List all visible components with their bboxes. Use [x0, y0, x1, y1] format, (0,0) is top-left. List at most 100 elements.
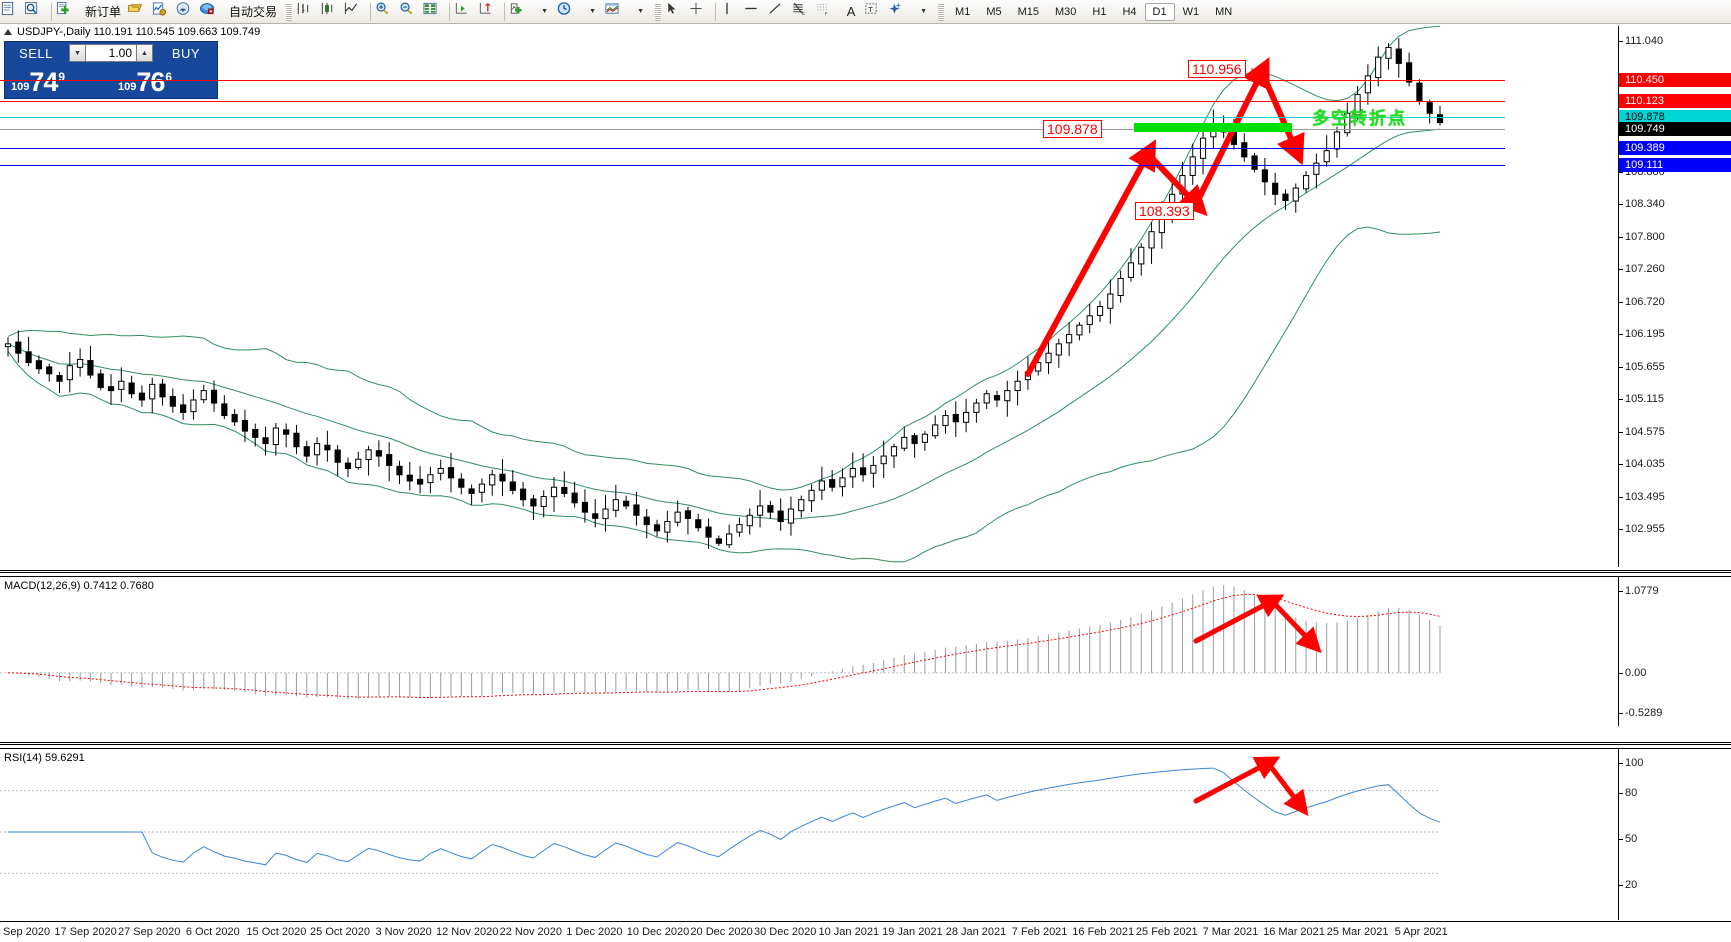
time-tick: 25 Mar 2021: [1326, 926, 1389, 938]
rsi-label: RSI(14) 59.6291: [4, 752, 85, 764]
rsi-plot-area[interactable]: [0, 749, 1618, 920]
rsi-axis[interactable]: 100 80 50 20: [1618, 749, 1731, 920]
price-badge-110123[interactable]: 110.123: [1619, 94, 1731, 108]
hline-109878[interactable]: [0, 117, 1505, 118]
data-window-icon[interactable]: [422, 1, 446, 23]
line-chart-icon[interactable]: [343, 1, 367, 23]
time-tick: 28 Jan 2021: [945, 926, 1007, 938]
new-order-label[interactable]: 新订单: [85, 5, 122, 19]
chevron-down-icon-3[interactable]: ▼: [637, 8, 644, 15]
toolbar-grip-2[interactable]: [655, 2, 662, 21]
price-badge-109749[interactable]: 109.749: [1619, 122, 1731, 136]
price-chart-svg: [4, 25, 1444, 563]
macd-axis[interactable]: 1.0779 0.00 -0.5289: [1618, 577, 1731, 726]
price-badge-109389[interactable]: 109.389: [1619, 141, 1731, 155]
volume-increment-button[interactable]: ▲: [136, 44, 153, 62]
time-tick: 25 Feb 2021: [1135, 926, 1198, 938]
volume-input[interactable]: 1.00: [86, 44, 136, 62]
text-a-icon[interactable]: A: [846, 4, 856, 19]
trendline-icon[interactable]: [767, 1, 791, 23]
volume-decrement-button[interactable]: ▼: [69, 44, 86, 62]
period-clock-icon[interactable]: [556, 1, 580, 23]
autotrading-icon[interactable]: [199, 1, 223, 23]
turning-point-note[interactable]: 多空转折点: [1312, 109, 1407, 128]
time-tick: 27 Sep 2020: [117, 926, 181, 938]
timeframe-m15[interactable]: M15: [1017, 5, 1039, 18]
hline-109749[interactable]: [0, 129, 1505, 130]
hline-109389[interactable]: [0, 148, 1505, 149]
zoom-out-icon[interactable]: [398, 1, 422, 23]
timeframe-h4[interactable]: H4: [1122, 5, 1137, 18]
hline-icon[interactable]: [743, 1, 767, 23]
price-pane[interactable]: 110.956 109.878 108.393 多空转折点 111.040 108…: [0, 25, 1731, 567]
auto-scroll-icon[interactable]: [477, 1, 501, 23]
macd-pane[interactable]: MACD(12,26,9) 0.7412 0.7680 1.0779 0.00 -0…: [0, 576, 1731, 726]
chevron-down-icon-4[interactable]: ▼: [920, 8, 927, 15]
indicators-icon[interactable]: [151, 1, 175, 23]
support-zone-band: [1134, 123, 1292, 132]
timeframe-h1[interactable]: H1: [1092, 5, 1107, 18]
macd-plot-area[interactable]: [0, 577, 1618, 726]
timeframe-w1[interactable]: W1: [1182, 5, 1200, 18]
sell-price-display[interactable]: 109 74 9: [5, 64, 110, 98]
price-tick: 107.800: [1619, 231, 1665, 243]
trough-price-label[interactable]: 108.393: [1135, 202, 1194, 220]
template-icon[interactable]: [604, 1, 628, 23]
buy-price-display[interactable]: 109 76 6: [110, 64, 217, 98]
hline-110123[interactable]: [0, 101, 1505, 102]
price-tick: 103.495: [1619, 491, 1665, 503]
support-price-label[interactable]: 109.878: [1043, 120, 1102, 138]
hline-110450[interactable]: [0, 80, 1505, 81]
chevron-down-icon-2[interactable]: ▼: [589, 8, 596, 15]
price-axis[interactable]: 111.040 108.880 108.340 107.800 107.260 106.7…: [1618, 26, 1731, 567]
signals-icon[interactable]: [175, 1, 199, 23]
magnifier-data-icon[interactable]: [24, 1, 48, 23]
candle-chart-icon[interactable]: [319, 1, 343, 23]
rsi-pane[interactable]: RSI(14) 59.6291 100 80 50 20: [0, 748, 1731, 920]
cursor-icon[interactable]: [664, 1, 688, 23]
toolbar-separator-3: [449, 2, 451, 21]
toolbar-separator-4: [504, 2, 506, 21]
timeframe-d1[interactable]: D1: [1144, 2, 1175, 21]
crosshair-icon[interactable]: [688, 1, 712, 23]
collapse-triangle-icon[interactable]: [4, 29, 12, 35]
text-label-icon[interactable]: T: [863, 1, 887, 23]
timeframe-m5[interactable]: M5: [986, 5, 1002, 18]
folder-icon[interactable]: [127, 1, 151, 23]
objects-icon[interactable]: [887, 1, 911, 23]
timeframe-m1[interactable]: M1: [955, 5, 971, 18]
buy-button[interactable]: BUY: [171, 45, 201, 61]
time-tick: 1 Dec 2020: [566, 926, 623, 938]
rsi-chart-svg: [0, 756, 1441, 874]
price-badge-109111[interactable]: 109.111: [1619, 158, 1731, 172]
zoom-in-icon[interactable]: [374, 1, 398, 23]
fibo-icon[interactable]: E: [791, 1, 815, 23]
toolbar-grip[interactable]: [286, 2, 293, 21]
peak-price-label[interactable]: 110.956: [1188, 60, 1246, 78]
macd-label: MACD(12,26,9) 0.7412 0.7680: [4, 580, 154, 592]
sell-button[interactable]: SELL: [19, 45, 53, 61]
new-order-icon[interactable]: [55, 1, 79, 23]
grid-dots-icon[interactable]: F: [815, 1, 839, 23]
sell-price-fraction: 9: [58, 70, 66, 84]
price-badge-109878[interactable]: 109.878: [1619, 110, 1731, 124]
toolbar-grip-3[interactable]: [938, 2, 945, 21]
price-badge-110450[interactable]: 110.450: [1619, 73, 1731, 87]
one-click-trading-panel[interactable]: SELL ▼ 1.00 ▲ BUY 109 74 9 109 76 6: [4, 41, 218, 99]
price-plot-area[interactable]: 110.956 109.878 108.393 多空转折点: [0, 25, 1618, 567]
bar-chart-icon[interactable]: [295, 1, 319, 23]
timeframe-mn[interactable]: MN: [1215, 5, 1233, 18]
volume-stepper[interactable]: ▼ 1.00 ▲: [69, 44, 153, 62]
vline-icon[interactable]: [719, 1, 743, 23]
time-tick: 19 Jan 2021: [882, 926, 943, 938]
hline-109111[interactable]: [0, 165, 1505, 166]
indicator-add-icon[interactable]: [508, 1, 532, 23]
document-icon[interactable]: [0, 1, 24, 23]
autotrading-label[interactable]: 自动交易: [229, 5, 278, 19]
timeframe-m30[interactable]: M30: [1055, 5, 1077, 18]
chart-shift-icon[interactable]: [453, 1, 477, 23]
chevron-down-icon[interactable]: ▼: [541, 8, 548, 15]
rsi-tick: 50: [1618, 833, 1638, 845]
macd-chart-svg: [0, 585, 1441, 700]
